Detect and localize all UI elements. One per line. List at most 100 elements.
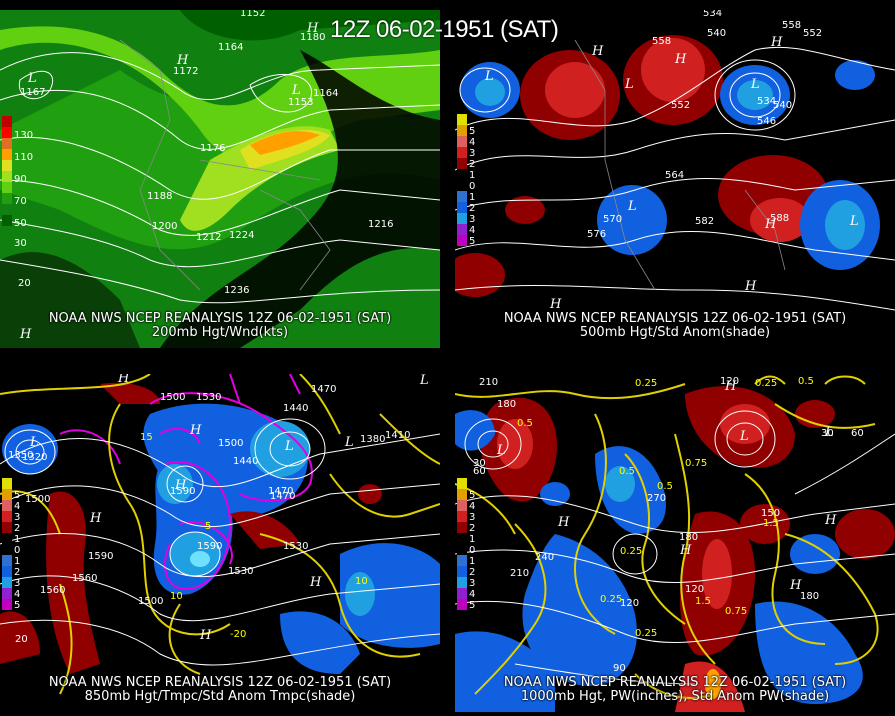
pw-label: 1.5 <box>763 518 779 529</box>
contour-label: 582 <box>695 216 714 227</box>
temp-label: 10 <box>170 591 183 602</box>
contour-label: 1500 <box>25 494 50 505</box>
temp-label: -20 <box>230 629 246 640</box>
map-1000mb: 210 180 30 60 120 150 180 240 210 270 12… <box>455 374 895 712</box>
contour-label: 1167 <box>20 87 45 98</box>
high-center: H <box>89 511 102 526</box>
panel-850mb: 1500 1530 1410 1440 1470 1380 1350 1320 … <box>0 374 440 712</box>
legend-label: 2 <box>469 567 476 578</box>
contour-label: 150 <box>761 508 780 519</box>
contour-label: 1176 <box>200 143 225 154</box>
contour-label: 1153 <box>288 97 313 108</box>
contour-label: 546 <box>757 116 776 127</box>
contour-label: 1164 <box>218 42 243 53</box>
contour-label: 1180 <box>300 32 325 43</box>
contour-label: 552 <box>671 100 690 111</box>
map-850mb: 1500 1530 1410 1440 1470 1380 1350 1320 … <box>0 374 440 712</box>
panel-caption: NOAA NWS NCEP REANALYSIS 12Z 06-02-1951 … <box>48 311 392 326</box>
legend-label: 4 <box>14 501 21 512</box>
contour-label: 558 <box>782 20 801 31</box>
pw-label: 0.5 <box>517 418 533 429</box>
contour-label: 1164 <box>313 88 338 99</box>
legend-label: 0 <box>469 181 476 192</box>
low-center: L <box>284 439 294 454</box>
high-center: H <box>19 327 32 342</box>
legend-label: 110 <box>14 152 34 163</box>
legend-label: 70 <box>14 196 27 207</box>
page-title: 12Z 06-02-1951 (SAT) <box>330 16 559 43</box>
legend-label: 2 <box>469 159 476 170</box>
contour-label: 1212 <box>196 232 221 243</box>
contour-label: 60 <box>473 466 486 477</box>
high-center: H <box>309 575 322 590</box>
contour-label: 1200 <box>152 221 177 232</box>
low-center: L <box>27 71 37 86</box>
legend-label: 2 <box>14 567 21 578</box>
low-center: L <box>739 429 749 444</box>
pw-label: 0.75 <box>725 606 747 617</box>
legend-label: 1 <box>469 534 476 545</box>
panel-1000mb: 210 180 30 60 120 150 180 240 210 270 12… <box>455 374 895 712</box>
pw-label: 0.5 <box>657 481 673 492</box>
pw-label: 0.25 <box>635 628 657 639</box>
color-legend: 5 4 3 2 1 0 1 2 3 4 5 <box>2 478 20 611</box>
high-center: H <box>679 543 692 558</box>
high-center: H <box>744 279 757 294</box>
legend-label: 0 <box>14 545 21 556</box>
low-center: L <box>824 425 834 440</box>
panel-subcaption: 500mb Hgt/Std Anom(shade) <box>579 325 771 340</box>
contour-label: 1590 <box>197 541 222 552</box>
temp-label: 15 <box>140 432 153 443</box>
pw-label: 0.5 <box>798 376 814 387</box>
legend-label: 4 <box>469 501 476 512</box>
contour-label: 1500 <box>218 438 243 449</box>
low-center: L <box>291 83 301 98</box>
contour-label: 1530 <box>228 566 253 577</box>
high-center: H <box>549 297 562 312</box>
contour-label: 90 <box>613 663 626 674</box>
low-center: L <box>29 435 39 450</box>
legend-label: 5 <box>469 126 476 137</box>
contour-label: 1440 <box>283 403 308 414</box>
contour-label: 210 <box>510 568 529 579</box>
contour-label: 1216 <box>368 219 393 230</box>
contour-label: 570 <box>603 214 622 225</box>
high-center: H <box>189 423 202 438</box>
high-center: H <box>174 478 187 493</box>
legend-label: 90 <box>14 174 27 185</box>
low-center: L <box>627 199 637 214</box>
temp-label: 10 <box>355 576 368 587</box>
high-center: H <box>824 513 837 528</box>
contour-label: 1530 <box>196 392 221 403</box>
panel-subcaption: 200mb Hgt/Wnd(kts) <box>151 325 289 340</box>
high-center: H <box>199 628 212 643</box>
legend-label: 3 <box>469 214 476 225</box>
panel-subcaption: 1000mb Hgt, PW(inches), Std Anom PW(shad… <box>520 689 830 704</box>
contour-label: 210 <box>479 377 498 388</box>
legend-label: 1 <box>469 170 476 181</box>
contour-label: 120 <box>685 584 704 595</box>
high-center: H <box>789 578 802 593</box>
contour-label: 270 <box>647 493 666 504</box>
high-center: H <box>117 374 130 386</box>
contour-label: 120 <box>720 376 739 387</box>
contour-label: 30 <box>473 458 486 469</box>
contour-label: 588 <box>770 213 789 224</box>
map-200mb: 1152 1164 1176 1188 1200 1212 1224 1236 … <box>0 10 440 348</box>
high-center: H <box>557 515 570 530</box>
legend-label: 4 <box>469 589 476 600</box>
contour-label: 180 <box>800 591 819 602</box>
legend-label: 3 <box>469 512 476 523</box>
contour-label: 1320 <box>22 452 47 463</box>
legend-label: 2 <box>14 523 21 534</box>
legend-label: 1 <box>14 534 21 545</box>
panel-caption: NOAA NWS NCEP REANALYSIS 12Z 06-02-1951 … <box>503 311 847 326</box>
panel-200mb: 1152 1164 1176 1188 1200 1212 1224 1236 … <box>0 10 440 348</box>
legend-label: 5 <box>469 236 476 247</box>
legend-label: 4 <box>469 225 476 236</box>
pw-label: 0.25 <box>635 378 657 389</box>
contour-label: 1224 <box>229 230 254 241</box>
pw-label: 1.5 <box>695 596 711 607</box>
contour-label: 180 <box>679 532 698 543</box>
contour-label: 1470 <box>268 486 293 497</box>
